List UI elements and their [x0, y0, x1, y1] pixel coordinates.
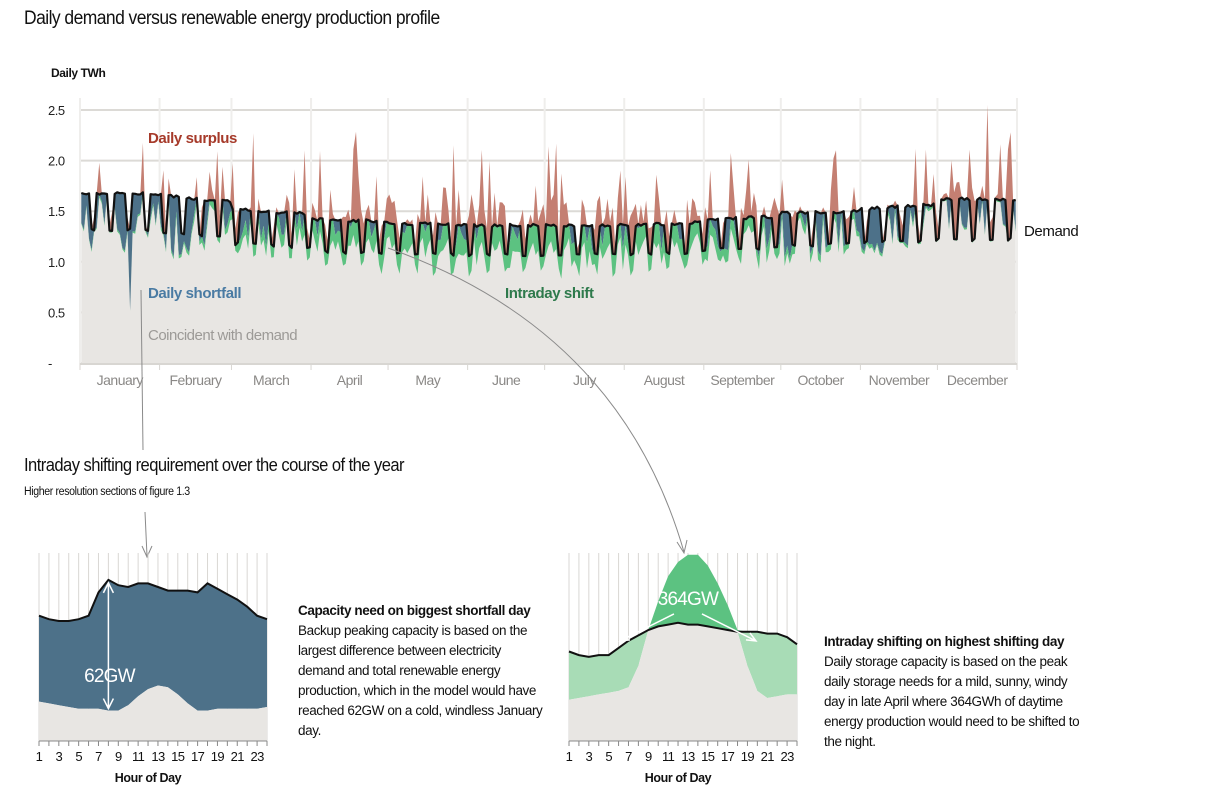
- month-label: January: [97, 372, 144, 388]
- mini-x-tick-label: 17: [721, 749, 735, 764]
- mini-x-tick-label: 19: [211, 749, 225, 764]
- month-label: September: [710, 372, 775, 388]
- month-label: December: [947, 372, 1008, 388]
- mini-annotation: 62GW: [84, 666, 136, 687]
- mini-x-tick-label: 9: [115, 749, 122, 764]
- main-areas: [80, 104, 1016, 363]
- y-tick-label: 1.0: [48, 255, 65, 270]
- mini-x-tick-label: 5: [605, 749, 612, 764]
- y-tick-label: 2.5: [48, 103, 65, 118]
- mini-x-tick-label: 9: [645, 749, 652, 764]
- demand-label: Demand: [1024, 223, 1078, 240]
- mini-x-tick-label: 1: [566, 749, 573, 764]
- y-axis-label: Daily TWh: [51, 66, 106, 80]
- mini-x-tick-label: 11: [132, 749, 145, 764]
- note-shortfall-heading: Capacity need on biggest shortfall day: [298, 603, 531, 618]
- month-label: October: [797, 372, 844, 388]
- mini-x-tick-label: 1: [36, 749, 43, 764]
- month-label: June: [492, 372, 521, 388]
- note-shortfall: Capacity need on biggest shortfall day B…: [298, 601, 548, 741]
- month-label: July: [573, 372, 596, 388]
- mini-x-tick-label: 21: [761, 749, 775, 764]
- mini-x-tick-label: 13: [151, 749, 165, 764]
- mini-x-axis-title: Hour of Day: [115, 771, 182, 785]
- mini-x-tick-label: 3: [586, 749, 593, 764]
- main-chart: - 0.5 1.0 1.5 2.0 2.5 January February March Apri…: [48, 98, 1079, 388]
- mini-x-tick-label: 23: [780, 749, 794, 764]
- month-label: March: [253, 372, 289, 388]
- mini-x-tick-label: 15: [701, 749, 715, 764]
- connector-line-january: [140, 289, 144, 451]
- note-shifting: Intraday shifting on highest shifting da…: [824, 632, 1086, 752]
- shortfall-label: Daily shortfall: [148, 285, 241, 302]
- month-label: May: [415, 372, 440, 388]
- mini-x-axis-title: Hour of Day: [645, 771, 712, 785]
- month-label: April: [337, 372, 363, 388]
- mini-demand-line: [568, 621, 798, 658]
- mini-demand-line: [38, 578, 268, 622]
- mini-x-tick-label: 19: [741, 749, 755, 764]
- mini-arrow-icon: [102, 581, 115, 711]
- main-axes: - 0.5 1.0 1.5 2.0 2.5 January February March Apri…: [48, 103, 1018, 388]
- mini-area-shifted-night: [569, 622, 797, 700]
- y-tick-label: 0.5: [48, 305, 65, 320]
- coincident-label: Coincident with demand: [148, 327, 297, 344]
- mini-area-coincident: [569, 622, 797, 741]
- demand-line: [80, 191, 1016, 258]
- mini-area-coincident: [39, 685, 267, 741]
- intraday-shift-label: Intraday shift: [505, 285, 594, 302]
- month-label: November: [869, 372, 930, 388]
- mini-x-tick-label: 15: [171, 749, 185, 764]
- mini-x-tick-label: 7: [625, 749, 632, 764]
- mini-x-tick-label: 7: [95, 749, 102, 764]
- connector-arrow-left: [141, 511, 153, 559]
- note-shifting-heading: Intraday shifting on highest shifting da…: [824, 634, 1065, 649]
- month-label: August: [644, 372, 685, 388]
- mini-x-tick-label: 13: [681, 749, 695, 764]
- mini-x-tick-label: 11: [662, 749, 675, 764]
- mini-x-tick-label: 17: [191, 749, 205, 764]
- y-tick-label: 1.5: [48, 204, 65, 219]
- surplus-label: Daily surplus: [148, 130, 237, 147]
- mini-area-shortfall: [39, 579, 267, 711]
- main-title: Daily demand versus renewable energy pro…: [24, 8, 440, 29]
- mini-x-tick-label: 5: [75, 749, 82, 764]
- y-tick-label: -: [48, 356, 52, 371]
- y-tick-label: 2.0: [48, 154, 65, 169]
- mini-x-tick-label: 23: [250, 749, 264, 764]
- mini-arrow-icon: [618, 613, 758, 642]
- mini-x-tick-label: 3: [56, 749, 63, 764]
- section-subtitle: Higher resolution sections of figure 1.3: [24, 486, 190, 498]
- month-label: February: [170, 372, 223, 388]
- area-intraday-shift: [81, 192, 1016, 311]
- note-shifting-body: Daily storage capacity is based on the p…: [824, 654, 1080, 749]
- connector-arrow-right: [387, 247, 688, 555]
- note-shortfall-body: Backup peaking capacity is based on the …: [298, 623, 543, 738]
- mini-annotation: 364GW: [658, 589, 719, 610]
- mini-x-tick-label: 21: [231, 749, 245, 764]
- section-title: Intraday shifting requirement over the c…: [24, 455, 405, 475]
- area-shortfall: [81, 192, 1016, 311]
